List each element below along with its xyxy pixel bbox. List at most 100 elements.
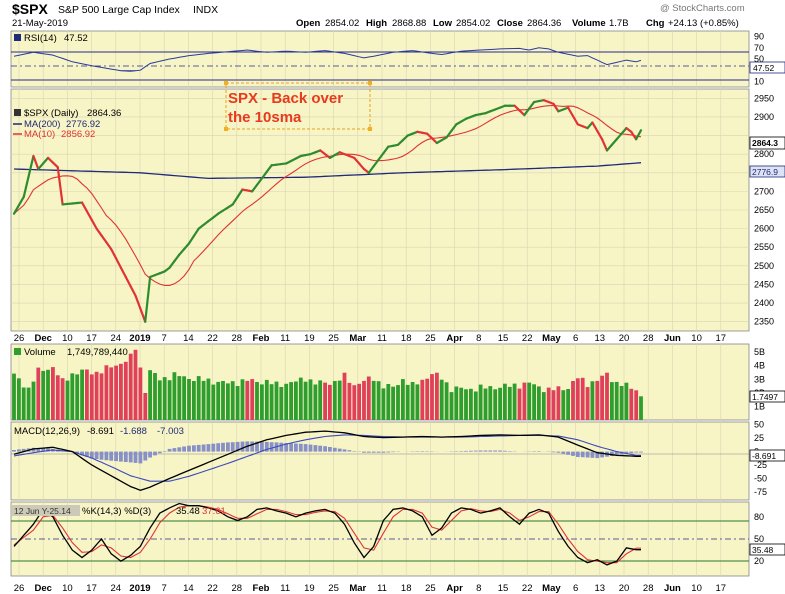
price-segment bbox=[110, 247, 118, 260]
price-segment bbox=[192, 227, 200, 238]
price-segment bbox=[100, 234, 108, 244]
x-axis-label: 13 bbox=[595, 583, 606, 594]
stoch-d-line bbox=[13, 505, 641, 564]
annotation-handle-tr bbox=[368, 81, 372, 85]
volume-bar bbox=[298, 377, 303, 420]
x-axis-label: 28 bbox=[232, 583, 243, 594]
macd-tick-label: 50 bbox=[754, 420, 764, 430]
macd-histogram-bar bbox=[507, 451, 512, 452]
x-axis-label: 25 bbox=[328, 333, 339, 344]
x-axis-label: 28 bbox=[232, 333, 243, 344]
volume-bar bbox=[435, 372, 439, 420]
x-axis-label: 6 bbox=[573, 333, 578, 344]
volume-bar bbox=[537, 386, 541, 420]
volume-bar bbox=[610, 382, 614, 420]
macd-histogram-bar bbox=[464, 450, 468, 452]
volume-bar bbox=[250, 379, 255, 420]
volume-bar bbox=[381, 388, 386, 420]
volume-bar bbox=[605, 372, 609, 420]
close-badge: 2864.3 bbox=[752, 138, 778, 148]
x-axis-label: 25 bbox=[328, 583, 339, 594]
volume-legend-label: Volume bbox=[24, 347, 56, 358]
volume-bar bbox=[308, 379, 313, 420]
macd-histogram-bar bbox=[17, 449, 21, 452]
price-segment bbox=[382, 145, 390, 155]
volume-bar bbox=[590, 381, 595, 420]
price-tick-label: 2600 bbox=[754, 224, 774, 234]
macd-histogram-bar bbox=[226, 442, 230, 452]
price-tick-label: 2450 bbox=[754, 280, 774, 290]
price-legend-value: 2864.36 bbox=[87, 108, 121, 119]
volume-bar bbox=[366, 376, 371, 420]
x-axis-label: 22 bbox=[522, 583, 533, 594]
rsi-legend-swatch bbox=[14, 34, 21, 41]
macd-histogram-bar bbox=[216, 443, 221, 452]
macd-badge-box bbox=[749, 449, 785, 462]
x-axis-label: 17 bbox=[86, 333, 97, 344]
x-axis-label: 10 bbox=[62, 583, 73, 594]
volume-bar bbox=[347, 382, 352, 420]
value-badges: 47.52 2864.3 2776.9 1.7497 -8.691 35.48 bbox=[749, 61, 785, 556]
annotation-handle-tl bbox=[224, 81, 228, 85]
x-axis-label: Apr bbox=[446, 583, 463, 594]
macd-histogram-bar bbox=[36, 448, 41, 452]
macd-histogram-bar bbox=[362, 451, 366, 453]
volume-legend-value: 1,749,789,440 bbox=[67, 347, 128, 358]
volume-bar bbox=[221, 381, 225, 420]
price-segment bbox=[635, 129, 643, 141]
macd-tick-label: 25 bbox=[754, 433, 764, 443]
chg-label: Chg bbox=[646, 18, 665, 29]
volume-bar bbox=[182, 376, 186, 420]
volume-bar bbox=[196, 376, 201, 420]
volume-bar bbox=[488, 386, 493, 420]
price-tick-label: 2500 bbox=[754, 261, 774, 271]
price-legend-label: $SPX (Daily) bbox=[24, 108, 78, 119]
x-axis-label: 24 bbox=[111, 583, 122, 594]
volume-bar bbox=[99, 373, 104, 420]
macd-histogram-bar bbox=[634, 451, 639, 453]
volume-bar bbox=[449, 392, 454, 420]
volume-bar bbox=[226, 383, 230, 420]
annotation-handle-bl bbox=[224, 127, 228, 131]
x-axis-label: Jun bbox=[664, 333, 681, 344]
macd-histogram-bar bbox=[614, 451, 619, 456]
volume-bar bbox=[216, 381, 221, 420]
volume-bar bbox=[260, 384, 264, 420]
x-axis-label: 26 bbox=[14, 583, 25, 594]
volume-bar bbox=[255, 382, 259, 420]
macd-legend-v3: -7.003 bbox=[157, 426, 184, 437]
volume-bar bbox=[133, 349, 138, 420]
macd-histogram-bar bbox=[469, 450, 473, 452]
price-segment bbox=[90, 218, 98, 230]
x-axis-label: 7 bbox=[162, 333, 167, 344]
macd-histogram-bar bbox=[94, 451, 99, 460]
macd-histogram-bar bbox=[99, 451, 104, 460]
macd-histogram-bar bbox=[114, 451, 118, 462]
price-segment bbox=[605, 143, 613, 152]
x-axis-label: 6 bbox=[573, 583, 578, 594]
price-segment bbox=[601, 138, 609, 152]
volume-bar bbox=[464, 389, 468, 420]
macd-histogram-bar bbox=[342, 449, 347, 452]
price-segment bbox=[518, 109, 526, 117]
price-segment bbox=[178, 247, 186, 256]
macd-histogram-bar bbox=[332, 447, 337, 452]
volume-bar bbox=[157, 380, 162, 420]
volume-bar bbox=[274, 381, 279, 420]
price-segment bbox=[251, 183, 259, 193]
price-segment bbox=[426, 132, 434, 140]
volume-bar bbox=[571, 381, 575, 420]
price-segment bbox=[12, 204, 20, 215]
x-axis-label: Apr bbox=[446, 333, 463, 344]
annotation: SPX - Back over the 10sma bbox=[224, 81, 372, 131]
volume-tick-label: 4B bbox=[754, 361, 765, 371]
x-axis-label: 11 bbox=[377, 333, 387, 344]
price-segment bbox=[528, 100, 536, 110]
price-segment bbox=[46, 156, 54, 164]
macd-histogram-bar bbox=[294, 443, 298, 452]
macd-histogram-bar bbox=[386, 451, 391, 453]
volume-bar bbox=[512, 383, 517, 420]
macd-histogram-bar bbox=[619, 451, 624, 455]
rsi-series bbox=[13, 47, 642, 72]
price-segment bbox=[42, 156, 50, 165]
